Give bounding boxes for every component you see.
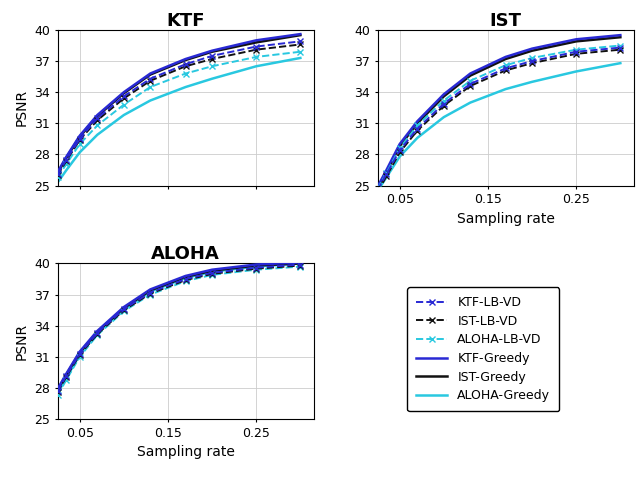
Y-axis label: PSNR: PSNR [15,323,29,360]
X-axis label: Sampling rate: Sampling rate [137,445,234,460]
X-axis label: Sampling rate: Sampling rate [457,212,554,226]
Title: IST: IST [490,12,522,30]
Y-axis label: PSNR: PSNR [15,89,29,126]
Title: KTF: KTF [166,12,205,30]
Title: ALOHA: ALOHA [151,246,220,263]
Legend: KTF-LB-VD, IST-LB-VD, ALOHA-LB-VD, KTF-Greedy, IST-Greedy, ALOHA-Greedy: KTF-LB-VD, IST-LB-VD, ALOHA-LB-VD, KTF-G… [407,287,559,411]
